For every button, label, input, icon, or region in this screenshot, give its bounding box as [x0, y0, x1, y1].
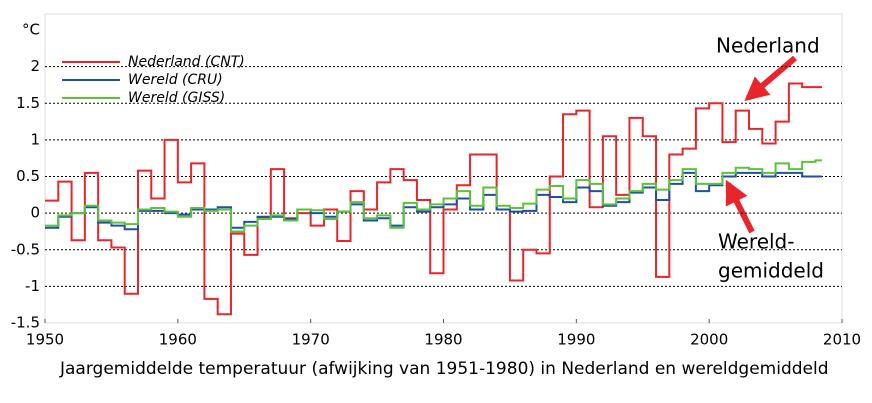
y-tick-label: 2	[30, 57, 40, 75]
annotation: Nederland	[716, 34, 820, 58]
y-tick-label: 0.5	[16, 167, 40, 185]
x-tick-label: 2010	[823, 331, 861, 349]
y-tick-label: 1.5	[16, 94, 40, 112]
y-tick-label: -1	[25, 277, 40, 295]
y-tick-label: 0	[30, 204, 40, 222]
x-tick-label: 1990	[557, 331, 595, 349]
x-tick-label: 1960	[159, 331, 197, 349]
x-tick-label: 2000	[690, 331, 728, 349]
x-tick-label: 1970	[292, 331, 330, 349]
annotation: Wereld-	[718, 230, 794, 254]
caption: Jaargemiddelde temperatuur (afwijking va…	[60, 359, 829, 379]
x-tick-label: 1980	[424, 331, 462, 349]
legend-label: Nederland (CNT)	[128, 54, 245, 70]
annotation-arrow	[744, 55, 797, 102]
annotation: gemiddeld	[718, 259, 824, 283]
y-tick-label: 1	[30, 130, 40, 148]
series-line	[45, 82, 823, 316]
legend-label: Wereld (GISS)	[128, 90, 225, 106]
series-line	[45, 159, 823, 233]
y-tick-label: -1.5	[11, 314, 40, 332]
legend-label: Wereld (CRU)	[128, 72, 223, 88]
y-tick-label: -0.5	[11, 240, 40, 258]
x-tick-label: 1950	[26, 331, 64, 349]
y-axis-label: °C	[22, 21, 40, 39]
annotation-arrow	[725, 179, 755, 234]
